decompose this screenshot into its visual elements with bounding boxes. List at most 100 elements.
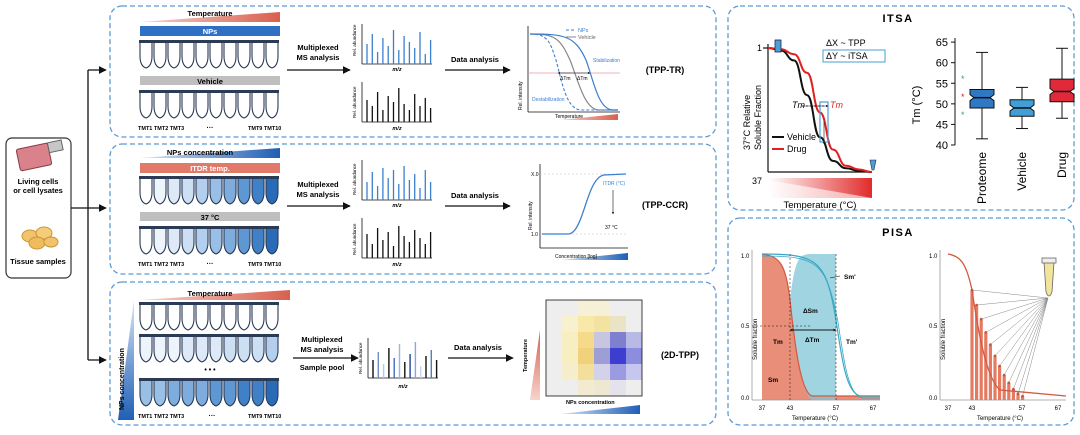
twod-spectrum — [367, 338, 438, 379]
pisa-fraction-bar — [1016, 393, 1020, 400]
pisa-panel — [727, 217, 1075, 426]
pisa-fraction-bar — [993, 355, 997, 400]
pisa-r-x57: 57 — [1019, 406, 1026, 412]
pisa-fraction-bar — [1011, 389, 1015, 400]
tr-chart-ylabel: Rel. intensity — [518, 81, 524, 110]
sample-tube — [251, 226, 265, 255]
pisa-l-y0: 0.0 — [741, 396, 750, 402]
heatmap-cell — [546, 364, 562, 380]
sample-tube — [265, 176, 279, 205]
delta-tm-1: ΔTm — [560, 76, 571, 82]
heatmap-cell — [578, 348, 594, 364]
ccr-rel-abundance: Rel. abundance — [352, 163, 357, 195]
sample-tube — [167, 90, 181, 119]
twod-mz: m/z — [398, 384, 407, 390]
itsa-delta-x: ΔX ~ TPP — [826, 38, 866, 48]
itsa-ylabel-1: 37°C Relative — [742, 95, 752, 150]
rel-abundance-label-2: Rel. abundance — [352, 86, 357, 118]
heatmap-cell — [562, 348, 578, 364]
sample-tube — [181, 90, 195, 119]
tpp-tr-tag: (TPP-TR) — [646, 65, 685, 75]
twod-dots-mid: • • • — [204, 367, 216, 374]
star-green-2: * — [961, 110, 965, 120]
sample-tube — [181, 40, 195, 69]
sample-tube — [139, 378, 153, 407]
spectrum-blue — [361, 24, 432, 65]
pisa-pool-line — [1003, 297, 1049, 376]
itdr-bar — [140, 163, 280, 173]
sample-tube — [251, 90, 265, 119]
ms-label-2: MS analysis — [297, 53, 340, 62]
heatmap-cell — [546, 332, 562, 348]
temp37-label: 37 °C — [201, 213, 220, 222]
tmt-dots: ··· — [207, 125, 214, 132]
sample-tube — [139, 176, 153, 205]
sample-tube — [195, 302, 209, 331]
heatmap-cell — [610, 364, 626, 380]
sample-tube — [223, 226, 237, 255]
heat-xlabel: NPs concentration — [566, 400, 615, 406]
heatmap-cell — [562, 380, 578, 396]
heat-ylabel: Temperature — [523, 339, 529, 372]
box-category-label: Vehicle — [1015, 152, 1029, 191]
tpp-ccr-tag: (TPP-CCR) — [642, 200, 688, 210]
twod-ms-label-2: MS analysis — [301, 345, 344, 354]
twod-temperature-label: Temperature — [188, 289, 233, 298]
twod-sample-pool: Sample pool — [300, 363, 345, 372]
tmt-right-label: TMT9 TMT10 — [248, 126, 281, 132]
pisa-l-y05: 0.5 — [741, 324, 750, 330]
pisa-title: PISA — [882, 227, 914, 239]
heatmap-cell — [562, 332, 578, 348]
pisa-pool-line — [1017, 297, 1049, 394]
sample-tube — [251, 40, 265, 69]
itsa-panel — [727, 5, 1075, 211]
itsa-boxplot: 65 60 55 50 45 40 Proteome Vehicle Drug — [936, 37, 1075, 204]
sample-tube — [237, 176, 251, 205]
sample-tube — [237, 334, 251, 363]
ccr-ms-label-1: Multiplexed — [297, 180, 339, 189]
sample-tube — [153, 90, 167, 119]
ccr-y-bottom: 1.0 — [531, 232, 538, 238]
twod-tmt-left: TMT1 TMT2 TMT3 — [138, 414, 184, 420]
pisa-fraction-bar — [984, 332, 988, 400]
sample-tube — [195, 90, 209, 119]
box-tick-label: 55 — [936, 78, 948, 90]
heatmap-cell — [610, 380, 626, 396]
pisa-r-x37: 37 — [945, 406, 952, 412]
pisa-pool-line — [1013, 297, 1049, 390]
tube-row-37c — [139, 226, 279, 255]
pisa-r-y0: 0.0 — [929, 396, 938, 402]
ccr-spectrum-black — [361, 218, 432, 259]
box-tick-label: 60 — [936, 58, 948, 70]
sample-tube — [223, 334, 237, 363]
sample-tube — [237, 302, 251, 331]
sample-tube — [195, 334, 209, 363]
pisa-r-x43: 43 — [969, 406, 976, 412]
sample-tube — [209, 334, 223, 363]
branch-arrows — [71, 66, 107, 364]
ccr-ms-label-2: MS analysis — [297, 190, 340, 199]
pisa-tm-prime: Tm' — [846, 339, 858, 346]
sample-tube — [153, 378, 167, 407]
pisa-l-y1: 1.0 — [741, 254, 750, 260]
pisa-fraction-bar — [1021, 396, 1025, 400]
twod-panel — [109, 281, 717, 426]
pisa-pool-line — [971, 289, 1049, 299]
pisa-sm-prime: Sm' — [844, 274, 856, 281]
sample-tube — [153, 226, 167, 255]
heatmap-cell — [610, 316, 626, 332]
vehicle-bar — [140, 76, 280, 85]
ccr-itdr-note: ITDR (°C) — [603, 181, 625, 187]
sample-tube — [265, 378, 279, 407]
sample-tube — [167, 378, 181, 407]
itdr-label: ITDR temp. — [190, 164, 230, 173]
heatmap-cell — [578, 300, 594, 316]
delta-tm-2: ΔTm — [577, 76, 588, 82]
twod-data-analysis: Data analysis — [454, 343, 502, 352]
tmt-left-label: TMT1 TMT2 TMT3 — [138, 126, 184, 132]
pisa-fraction-bar — [975, 304, 979, 400]
pisa-fraction-bar — [979, 319, 983, 400]
heatmap-cell — [626, 364, 642, 380]
sample-tube — [167, 302, 181, 331]
tube-row-2d-2 — [139, 334, 279, 363]
